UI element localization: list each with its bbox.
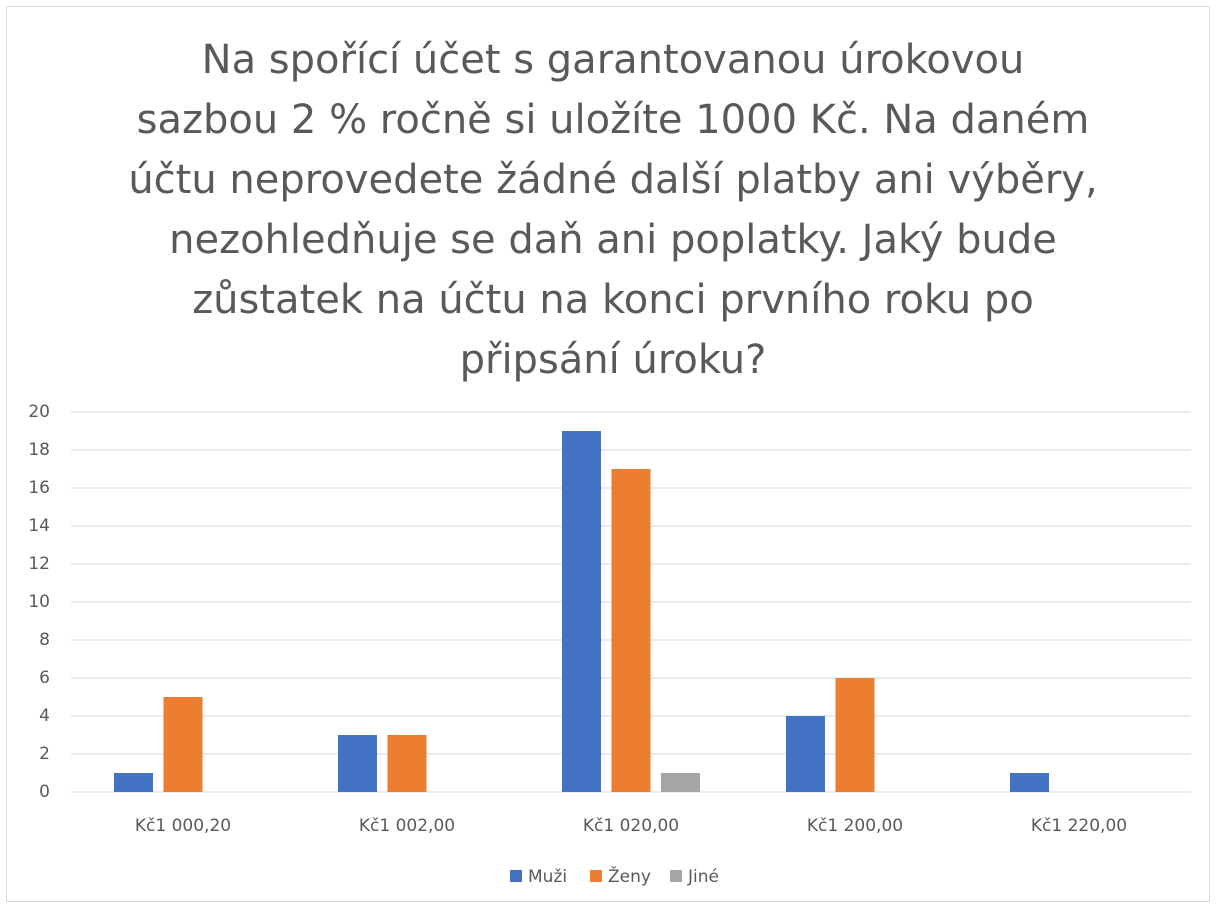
y-tick-label: 8 bbox=[39, 630, 50, 650]
x-tick-label: Kč1 002,00 bbox=[359, 816, 455, 836]
legend-swatch bbox=[590, 870, 602, 882]
x-tick-label: Kč1 000,20 bbox=[135, 816, 231, 836]
bar bbox=[387, 735, 427, 792]
x-tick-label: Kč1 220,00 bbox=[1031, 816, 1127, 836]
bar bbox=[661, 773, 700, 792]
bar bbox=[835, 678, 875, 792]
x-tick-label: Kč1 020,00 bbox=[583, 816, 679, 836]
bar bbox=[338, 735, 377, 792]
y-tick-label: 12 bbox=[28, 554, 50, 574]
y-tick-label: 2 bbox=[39, 744, 50, 764]
y-tick-label: 16 bbox=[28, 478, 50, 498]
legend-label: Muži bbox=[528, 867, 567, 887]
y-tick-label: 18 bbox=[28, 440, 50, 460]
y-tick-label: 0 bbox=[39, 782, 50, 802]
y-tick-label: 10 bbox=[28, 592, 50, 612]
bar bbox=[163, 697, 203, 792]
y-tick-label: 20 bbox=[28, 402, 50, 422]
y-tick-label: 6 bbox=[39, 668, 50, 688]
legend-label: Jiné bbox=[687, 867, 719, 887]
y-tick-label: 4 bbox=[39, 706, 50, 726]
bar bbox=[562, 431, 601, 792]
chart-title: Na spořící účet s garantovanou úrokovou … bbox=[128, 37, 1098, 383]
legend-swatch bbox=[510, 870, 522, 882]
bar bbox=[786, 716, 825, 792]
bar bbox=[114, 773, 153, 792]
x-tick-label: Kč1 200,00 bbox=[807, 816, 903, 836]
bar bbox=[1010, 773, 1049, 792]
bar bbox=[611, 469, 651, 792]
chart-border bbox=[6, 6, 1210, 902]
y-tick-label: 14 bbox=[28, 516, 50, 536]
legend-swatch bbox=[670, 870, 682, 882]
legend-label: Ženy bbox=[608, 865, 651, 887]
